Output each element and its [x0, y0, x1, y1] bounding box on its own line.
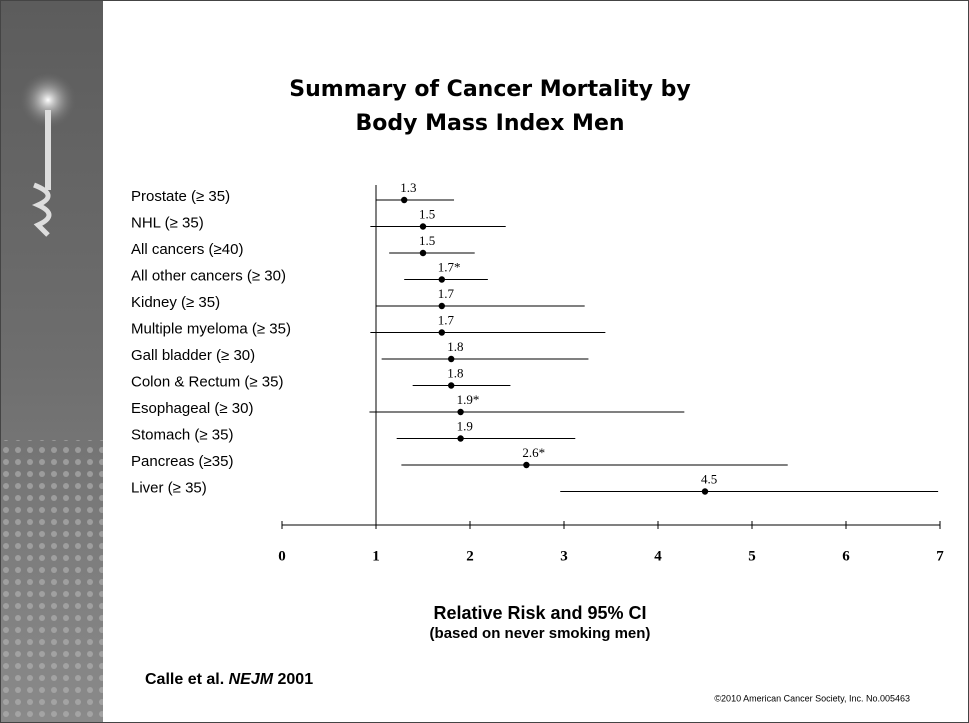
category-label: All other cancers (≥ 30) — [131, 267, 286, 284]
category-label: Prostate (≥ 35) — [131, 188, 230, 205]
category-label: Gall bladder (≥ 30) — [131, 347, 255, 364]
source: Calle et al. NEJM 2001 — [145, 671, 313, 688]
dot-pattern — [1, 440, 103, 722]
value-label: 1.8 — [447, 365, 463, 380]
x-tick-label: 2 — [466, 548, 474, 564]
value-label: 1.7* — [438, 259, 461, 274]
x-tick-label: 3 — [560, 548, 568, 564]
x-axis-note: (based on never smoking men) — [430, 625, 651, 642]
point-estimate — [401, 196, 408, 204]
point-estimate — [419, 249, 427, 257]
point-estimate — [419, 223, 427, 230]
point-estimate — [448, 355, 455, 363]
chart-title: Body Mass Index Men — [355, 111, 624, 136]
category-label: All cancers (≥40) — [131, 241, 243, 258]
x-tick-label: 1 — [372, 548, 380, 564]
x-axis-label: Relative Risk and 95% CI — [433, 603, 646, 623]
value-label: 1.5 — [419, 206, 435, 221]
category-label: Colon & Rectum (≥ 35) — [131, 373, 283, 390]
source-part: NEJM — [229, 671, 274, 688]
source-part: 2001 — [273, 671, 313, 688]
category-label: NHL (≥ 35) — [131, 214, 204, 231]
value-label: 1.5 — [419, 233, 435, 248]
point-estimate — [448, 382, 455, 389]
point-estimate — [457, 408, 464, 416]
x-tick-label: 5 — [748, 548, 756, 564]
value-label: 1.9* — [457, 392, 480, 407]
point-estimate — [457, 435, 464, 442]
point-estimate — [438, 329, 445, 336]
value-label: 1.9 — [457, 418, 473, 433]
logo-glow — [20, 72, 76, 128]
category-label: Kidney (≥ 35) — [131, 294, 220, 311]
value-label: 1.7 — [438, 312, 455, 327]
logo-ribbon — [31, 182, 52, 237]
x-tick-label: 0 — [278, 548, 286, 564]
value-label: 2.6* — [522, 445, 545, 460]
category-label: Liver (≥ 35) — [131, 479, 207, 496]
copyright: ©2010 American Cancer Society, Inc. No.0… — [714, 693, 910, 703]
x-tick-label: 6 — [842, 548, 850, 564]
category-label: Pancreas (≥35) — [131, 453, 233, 470]
source-part: Calle et al. — [145, 671, 229, 688]
point-estimate — [523, 461, 530, 469]
chart-title: Summary of Cancer Mortality by — [289, 77, 690, 102]
point-estimate — [438, 276, 445, 283]
value-label: 1.7 — [438, 286, 455, 301]
x-tick-label: 4 — [654, 548, 662, 564]
category-label: Multiple myeloma (≥ 35) — [131, 320, 291, 337]
point-estimate — [701, 488, 709, 495]
value-label: 1.3 — [400, 180, 416, 195]
value-label: 4.5 — [701, 471, 717, 486]
point-estimate — [438, 302, 445, 310]
category-label: Stomach (≥ 35) — [131, 426, 233, 443]
category-label: Esophageal (≥ 30) — [131, 400, 253, 417]
value-label: 1.8 — [447, 339, 463, 354]
logo-candle — [45, 110, 51, 190]
x-tick-label: 7 — [936, 548, 944, 564]
